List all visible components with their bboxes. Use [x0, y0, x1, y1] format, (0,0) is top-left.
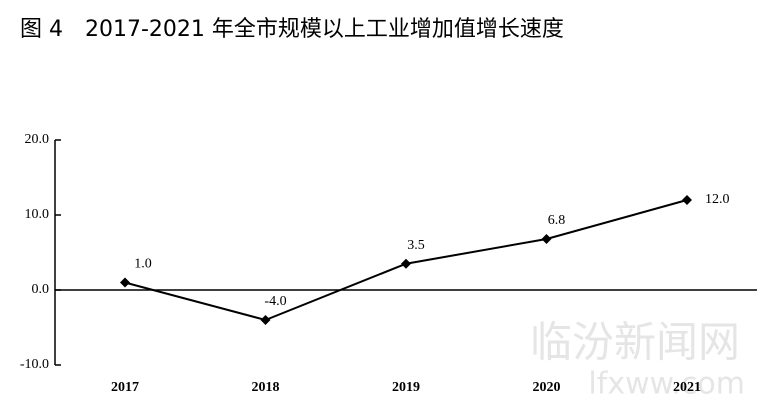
y-tick-label: 20.0 [25, 132, 50, 147]
data-label: 3.5 [407, 238, 425, 253]
x-tick-label: 2020 [533, 380, 561, 395]
x-tick-label: 2019 [392, 380, 420, 395]
data-point [541, 234, 552, 244]
y-tick-label: 10.0 [25, 207, 50, 222]
y-tick-label: -10.0 [20, 357, 49, 372]
x-tick-label: 2017 [111, 380, 139, 395]
data-point [120, 277, 130, 288]
x-tick-label: 2021 [673, 380, 701, 395]
data-label: 12.0 [705, 192, 730, 207]
data-label: 6.8 [548, 213, 566, 228]
watermark: 临汾新闻网 [530, 318, 740, 367]
x-tick-label: 2018 [252, 380, 280, 395]
y-tick-label: 0.0 [32, 282, 50, 297]
data-point [401, 258, 411, 269]
data-point [260, 315, 271, 325]
watermark: lfxww.com [588, 367, 745, 402]
chart-title: 图 4 2017-2021 年全市规模以上工业增加值增长速度 [20, 17, 564, 42]
data-label: 1.0 [134, 257, 152, 272]
data-label: -4.0 [264, 294, 286, 309]
data-point [682, 195, 692, 205]
